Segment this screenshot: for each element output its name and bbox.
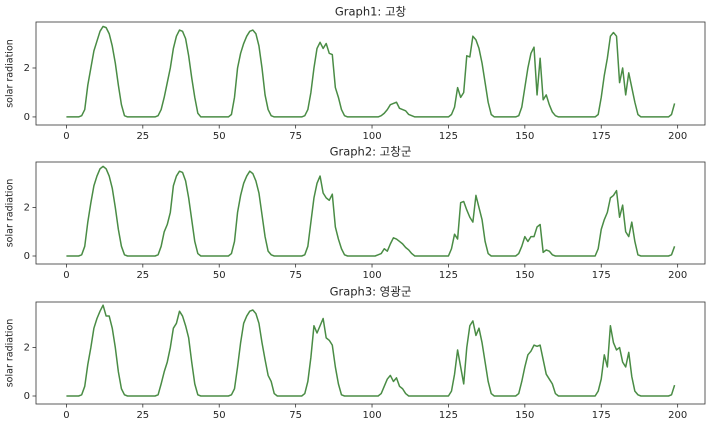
chart-title: Graph3: 영광군 [330,285,412,299]
x-tick-label: 75 [289,270,302,281]
x-tick-label: 50 [213,410,226,421]
x-tick-label: 150 [515,131,534,142]
x-tick-label: 125 [439,270,458,281]
axes-frame [35,161,706,265]
x-tick-label: 175 [592,270,611,281]
x-tick-label: 25 [136,131,149,142]
series-line [66,165,676,257]
x-tick-label: 150 [515,270,534,281]
y-tick-label: 2 [24,63,30,74]
x-tick-label: 175 [592,131,611,142]
y-tick-label: 0 [24,251,30,262]
y-axis-label: solar radiation [5,39,16,108]
x-tick-label: 75 [289,131,302,142]
x-tick-label: 100 [362,131,381,142]
axes-frame [35,21,706,126]
x-tick-label: 0 [63,410,69,421]
x-tick-label: 200 [668,131,687,142]
x-tick-label: 25 [136,270,149,281]
series-line [66,25,676,118]
y-axis-label: solar radiation [5,319,16,388]
x-tick-label: 100 [362,270,381,281]
x-tick-label: 0 [63,131,69,142]
x-tick-label: 150 [515,410,534,421]
y-tick-label: 0 [24,112,30,123]
x-tick-label: 50 [213,270,226,281]
x-tick-label: 25 [136,410,149,421]
axes-frame [35,301,706,405]
y-axis-label: solar radiation [5,179,16,248]
chart-title: Graph1: 고창 [335,5,407,19]
x-tick-label: 175 [592,410,611,421]
y-tick-label: 2 [24,343,30,354]
series-line [66,304,676,397]
y-tick-label: 0 [24,391,30,402]
x-tick-label: 200 [668,410,687,421]
chart-title: Graph2: 고창군 [330,145,412,159]
x-tick-label: 125 [439,410,458,421]
x-tick-label: 75 [289,410,302,421]
y-tick-label: 2 [24,203,30,214]
x-tick-label: 125 [439,131,458,142]
x-tick-label: 100 [362,410,381,421]
x-tick-label: 0 [63,270,69,281]
x-tick-label: 50 [213,131,226,142]
x-tick-label: 200 [668,270,687,281]
